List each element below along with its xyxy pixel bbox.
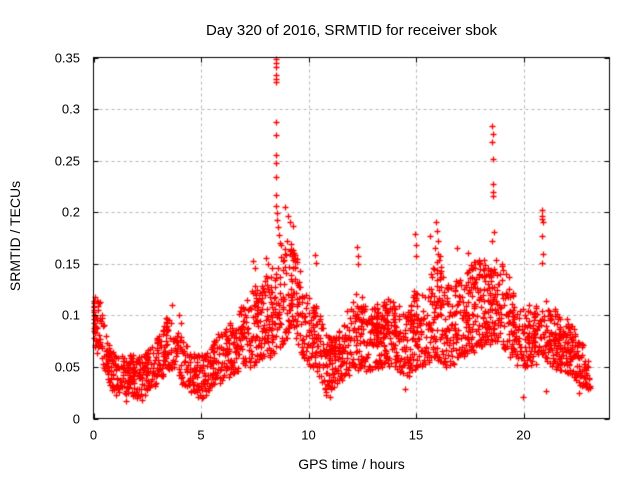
y-tick-label: 0.2 [61,204,80,220]
x-tick-label: 20 [516,427,531,443]
x-axis-label: GPS time / hours [298,456,405,472]
y-tick-label: 0.05 [54,359,80,375]
y-tick-label: 0 [72,411,80,426]
y-tick-label: 0.15 [54,256,80,272]
x-tick-label: 0 [89,427,98,443]
x-tick-label: 15 [408,427,424,443]
y-tick-label: 0.35 [54,50,80,65]
chart-title: Day 320 of 2016, SRMTID for receiver sbo… [206,22,497,39]
x-tick-label: 5 [197,427,205,443]
y-tick-label: 0.3 [61,101,80,117]
y-axis-label: SRMTID / TECUs [7,180,23,292]
y-tick-label: 0.25 [54,153,80,169]
x-tick-label: 10 [301,427,316,443]
y-tick-label: 0.1 [61,307,80,323]
